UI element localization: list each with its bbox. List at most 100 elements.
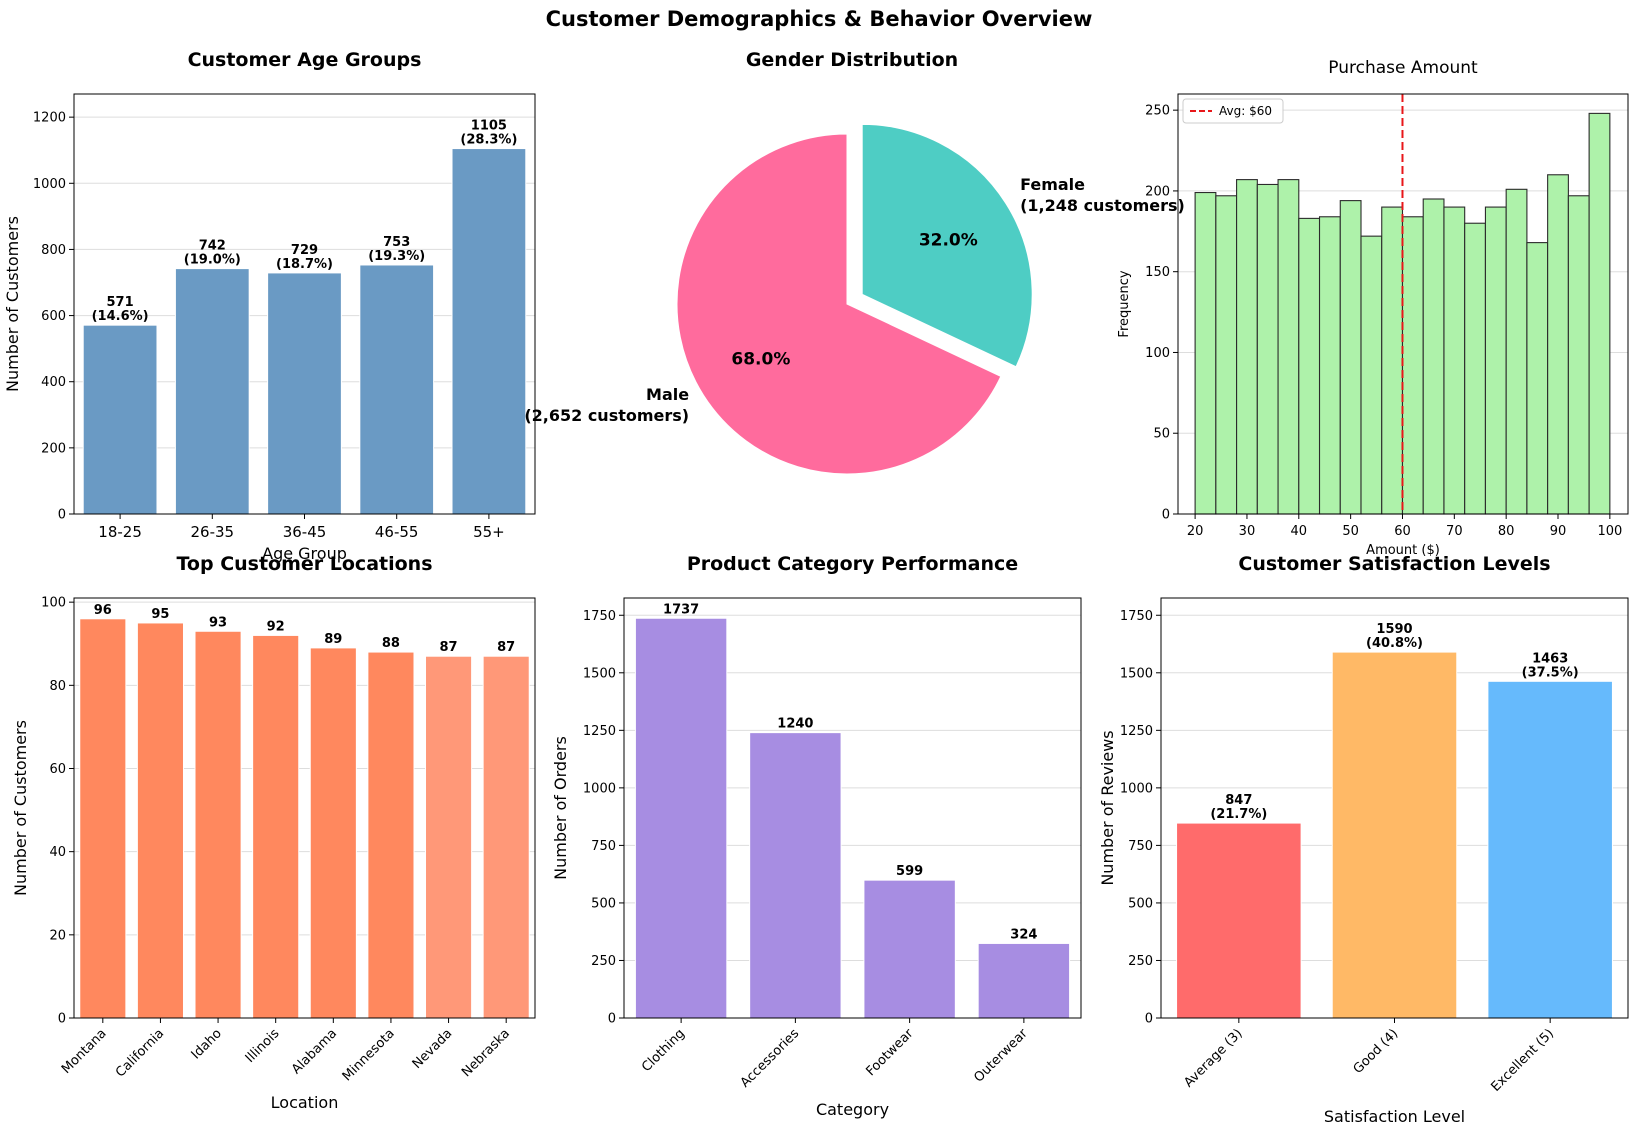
histogram-bar bbox=[1526, 242, 1549, 515]
plot-frame bbox=[623, 597, 1082, 1019]
bar-value-label: 742 (19.0%) bbox=[184, 239, 241, 268]
histogram-bar bbox=[1567, 195, 1590, 515]
histogram-bar bbox=[1215, 195, 1238, 515]
histogram-bar bbox=[1318, 216, 1341, 515]
y-tick-label: 50 bbox=[1153, 427, 1170, 442]
y-tick-label: 20 bbox=[49, 928, 66, 943]
legend-box bbox=[1182, 98, 1284, 124]
x-tick-label: Alabama bbox=[289, 1026, 340, 1077]
plot-frame bbox=[73, 597, 536, 1019]
x-tick-label: 55+ bbox=[473, 523, 505, 541]
histogram-bar bbox=[1464, 222, 1486, 515]
category-chart: 1737 1240 599 324 0 250 500 750 1000 1250 1500 1750… bbox=[551, 553, 1082, 1119]
x-tick-label: 46-55 bbox=[375, 523, 419, 541]
bar-value-label: 1737 bbox=[663, 602, 699, 617]
bar bbox=[1487, 680, 1613, 1019]
histogram-bar bbox=[1422, 198, 1445, 515]
bar-value-label: 92 bbox=[267, 619, 285, 634]
y-tick-label: 1250 bbox=[1120, 724, 1153, 739]
x-axis-label: Age Group bbox=[262, 544, 347, 563]
y-tick-label: 500 bbox=[1128, 896, 1153, 911]
bar bbox=[267, 272, 342, 515]
y-tick-label: 1750 bbox=[583, 609, 616, 624]
x-tick-label: 100 bbox=[1597, 524, 1622, 539]
y-tick-label: 100 bbox=[41, 596, 66, 611]
x-axis-label: Location bbox=[271, 1093, 339, 1112]
gender-pie-chart: Gender Distribution 32.0% Female (1,248 cus… bbox=[524, 49, 1185, 475]
y-axis-label: Frequency bbox=[1117, 270, 1132, 337]
histogram-bar bbox=[1256, 183, 1279, 515]
bar bbox=[174, 268, 250, 515]
bar bbox=[863, 879, 956, 1019]
chart-title: Product Category Performance bbox=[687, 553, 1018, 575]
bar bbox=[482, 655, 530, 1019]
y-tick-label: 0 bbox=[608, 1012, 616, 1027]
y-tick-label: 800 bbox=[41, 243, 66, 258]
x-tick-label: Minnesota bbox=[340, 1026, 398, 1084]
y-tick-label: 0 bbox=[1162, 508, 1170, 523]
x-tick-label: 30 bbox=[1239, 524, 1256, 539]
x-axis-label: Satisfaction Level bbox=[1324, 1107, 1465, 1126]
bar-value-label: 1240 bbox=[777, 717, 813, 732]
histogram-bar bbox=[1588, 112, 1611, 515]
y-tick-label: 1750 bbox=[1120, 609, 1153, 624]
bar-value-label: 88 bbox=[382, 636, 400, 651]
x-tick-label: California bbox=[113, 1026, 167, 1080]
y-tick-label: 1500 bbox=[583, 666, 616, 681]
y-tick-label: 0 bbox=[58, 508, 66, 523]
pie-slice-label: Female (1,248 customers) bbox=[1020, 175, 1185, 215]
bar-value-label: 1105 (28.3%) bbox=[460, 119, 517, 148]
y-tick-label: 150 bbox=[1145, 265, 1170, 280]
x-tick-label: 60 bbox=[1394, 524, 1411, 539]
pie-slice-label: Male (2,652 customers) bbox=[524, 385, 689, 425]
y-tick-label: 40 bbox=[49, 845, 66, 860]
legend-label: Avg: $60 bbox=[1219, 104, 1272, 118]
pie-percent-label: 32.0% bbox=[919, 231, 978, 251]
histogram-bar bbox=[1298, 217, 1321, 515]
x-tick-label: Average (3) bbox=[1181, 1026, 1245, 1090]
x-tick-label: Nevada bbox=[410, 1026, 456, 1072]
y-tick-label: 1500 bbox=[1120, 666, 1153, 681]
bar-value-label: 95 bbox=[151, 607, 169, 622]
histogram-bar bbox=[1505, 188, 1528, 515]
histogram-bar bbox=[1547, 174, 1569, 515]
y-tick-label: 200 bbox=[1145, 184, 1170, 199]
bar-value-label: 96 bbox=[94, 603, 112, 618]
bar bbox=[1176, 822, 1302, 1019]
x-tick-label: 70 bbox=[1446, 524, 1463, 539]
bar-value-label: 729 (18.7%) bbox=[276, 243, 333, 272]
locations-chart: 96 95 93 92 89 88 87 87 0 20 40 60 80 100 Montana Calif… bbox=[11, 553, 536, 1112]
satisfaction-chart: 847 (21.7%) 1590 (40.8%) 1463 (37.5%) 0 250 500 7… bbox=[1098, 553, 1629, 1126]
y-tick-label: 250 bbox=[591, 954, 616, 969]
bar bbox=[252, 634, 300, 1019]
bar-value-label: 93 bbox=[209, 615, 227, 630]
bar bbox=[309, 647, 357, 1019]
bar bbox=[451, 148, 527, 515]
y-tick-label: 750 bbox=[591, 839, 616, 854]
x-tick-label: Outerwear bbox=[971, 1026, 1031, 1086]
x-tick-label: Nebraska bbox=[459, 1026, 513, 1080]
bar-value-label: 87 bbox=[440, 640, 458, 655]
y-tick-label: 1000 bbox=[1120, 781, 1153, 796]
histogram-bar bbox=[1277, 179, 1300, 515]
histogram-bar bbox=[1236, 179, 1258, 515]
histogram-bar bbox=[1443, 206, 1466, 515]
x-tick-label: Montana bbox=[59, 1026, 110, 1077]
y-tick-label: 400 bbox=[41, 375, 66, 390]
plot-frame bbox=[1177, 93, 1629, 515]
bar-value-label: 571 (14.6%) bbox=[92, 295, 149, 324]
bar-value-label: 87 bbox=[497, 640, 515, 655]
y-tick-label: 1250 bbox=[583, 724, 616, 739]
y-tick-label: 500 bbox=[591, 896, 616, 911]
y-axis-label: Number of Reviews bbox=[1098, 730, 1117, 885]
bar bbox=[359, 264, 435, 515]
x-tick-label: 80 bbox=[1498, 524, 1515, 539]
histogram-bar bbox=[1401, 216, 1424, 515]
x-tick-label: Idaho bbox=[189, 1026, 225, 1062]
bar bbox=[136, 622, 184, 1019]
x-axis-label: Category bbox=[816, 1100, 889, 1119]
x-tick-label: Excellent (5) bbox=[1488, 1026, 1557, 1095]
bar-value-label: 599 bbox=[896, 864, 923, 879]
x-tick-label: 18-25 bbox=[98, 523, 142, 541]
